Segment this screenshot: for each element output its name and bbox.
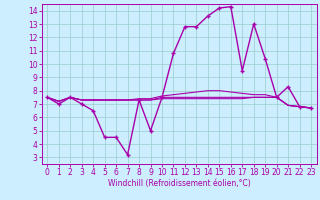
- X-axis label: Windchill (Refroidissement éolien,°C): Windchill (Refroidissement éolien,°C): [108, 179, 251, 188]
